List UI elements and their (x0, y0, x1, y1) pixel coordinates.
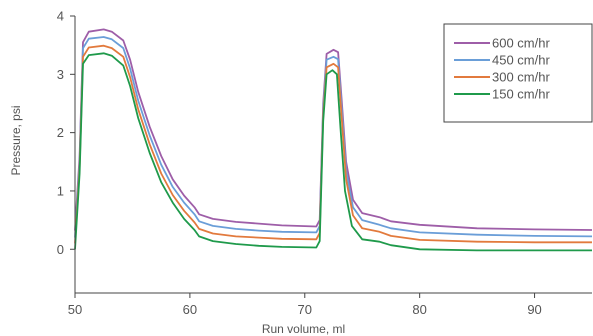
y-tick-label: 0 (57, 242, 64, 257)
legend-label-3: 150 cm/hr (492, 87, 550, 102)
y-tick-label: 1 (57, 183, 64, 198)
series-line-0 (74, 28, 593, 231)
x-tick-label: 50 (68, 302, 82, 317)
series-line-3 (74, 52, 592, 252)
x-tick-label: 90 (527, 302, 541, 317)
y-tick-label: 4 (57, 9, 64, 24)
legend: 600 cm/hr 450 cm/hr 300 cm/hr 150 cm/hr (443, 23, 593, 123)
series-line-1 (74, 36, 593, 238)
y-tick-label: 3 (57, 67, 64, 82)
y-tick-label: 2 (57, 125, 64, 140)
x-axis-ticks: 50 60 70 80 90 (68, 293, 542, 317)
x-tick-label: 60 (183, 302, 197, 317)
series-layer (74, 28, 593, 252)
legend-label-1: 450 cm/hr (492, 53, 550, 68)
y-axis-ticks: 0 1 2 3 4 (57, 9, 75, 257)
x-tick-label: 80 (412, 302, 426, 317)
legend-box (443, 23, 593, 123)
series-line-2 (74, 44, 592, 244)
x-axis-label: Run volume, ml (262, 322, 345, 336)
x-tick-label: 70 (298, 302, 312, 317)
legend-label-2: 300 cm/hr (492, 70, 550, 85)
axes (74, 16, 592, 294)
y-axis-label: Pressure, psi (9, 105, 23, 175)
legend-label-0: 600 cm/hr (492, 36, 550, 51)
